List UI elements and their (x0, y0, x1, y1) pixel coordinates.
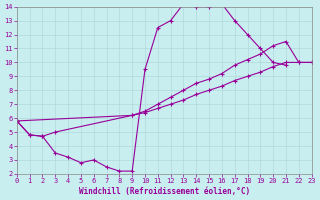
X-axis label: Windchill (Refroidissement éolien,°C): Windchill (Refroidissement éolien,°C) (79, 187, 250, 196)
